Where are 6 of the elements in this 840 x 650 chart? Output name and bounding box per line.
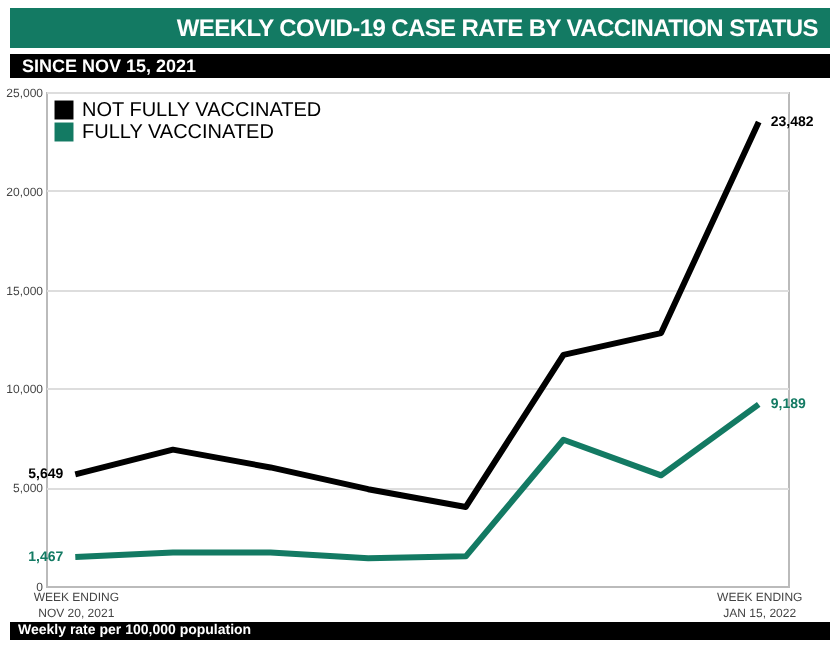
chart-subtitle: SINCE NOV 15, 2021 xyxy=(10,54,830,78)
line-series xyxy=(72,401,762,562)
legend-label: FULLY VACCINATED xyxy=(82,122,274,144)
line-series xyxy=(72,119,762,510)
chart-title: WEEKLY COVID-19 CASE RATE BY VACCINATION STATUS xyxy=(10,8,830,48)
legend-label: NOT FULLY VACCINATED xyxy=(82,100,322,122)
